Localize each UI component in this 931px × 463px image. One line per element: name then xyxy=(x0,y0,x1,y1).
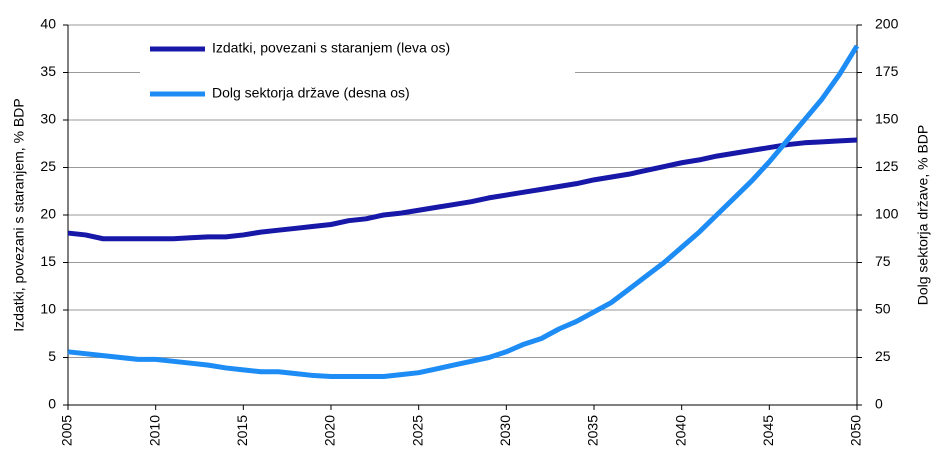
y-tick-label: 15 xyxy=(40,253,56,269)
y2-tick-label: 25 xyxy=(875,348,891,364)
x-tick-label: 2025 xyxy=(409,415,425,446)
y2-tick-label: 200 xyxy=(875,16,899,32)
series-line xyxy=(67,137,858,242)
x-tick-label: 2020 xyxy=(322,415,338,446)
y2-tick-label: 75 xyxy=(875,253,891,269)
x-tick-label: 2030 xyxy=(497,415,513,446)
x-tick-label: 2045 xyxy=(760,415,776,446)
y-tick-label: 30 xyxy=(40,111,56,127)
y2-tick-label: 150 xyxy=(875,111,899,127)
y-tick-label: 20 xyxy=(40,206,56,222)
y-tick-label: 40 xyxy=(40,16,56,32)
x-tick-label: 2015 xyxy=(234,415,250,446)
y-tick-label: 25 xyxy=(40,158,56,174)
x-tick-label: 2040 xyxy=(672,415,688,446)
y2-tick-label: 0 xyxy=(875,396,883,412)
series-line xyxy=(67,44,860,379)
x-tick-label: 2035 xyxy=(585,415,601,446)
legend-box xyxy=(140,30,575,110)
y-tick-label: 5 xyxy=(48,348,56,364)
x-tick-label: 2005 xyxy=(59,415,75,446)
x-tick-label: 2010 xyxy=(146,415,162,446)
y2-tick-label: 125 xyxy=(875,158,899,174)
y-tick-label: 35 xyxy=(40,63,56,79)
legend-label: Izdatki, povezani s staranjem (leva os) xyxy=(212,40,450,56)
x-tick-label: 2050 xyxy=(848,415,864,446)
y2-tick-label: 50 xyxy=(875,301,891,317)
y2-tick-label: 100 xyxy=(875,206,899,222)
legend-label: Dolg sektorja države (desna os) xyxy=(212,85,410,101)
y-axis-title: Izdatki, povezani s staranjem, % BDP xyxy=(11,98,27,331)
y-tick-label: 10 xyxy=(40,301,56,317)
y2-axis-title: Dolg sektorja države, % BDP xyxy=(915,125,931,306)
y-tick-label: 0 xyxy=(48,396,56,412)
y2-tick-label: 175 xyxy=(875,63,899,79)
